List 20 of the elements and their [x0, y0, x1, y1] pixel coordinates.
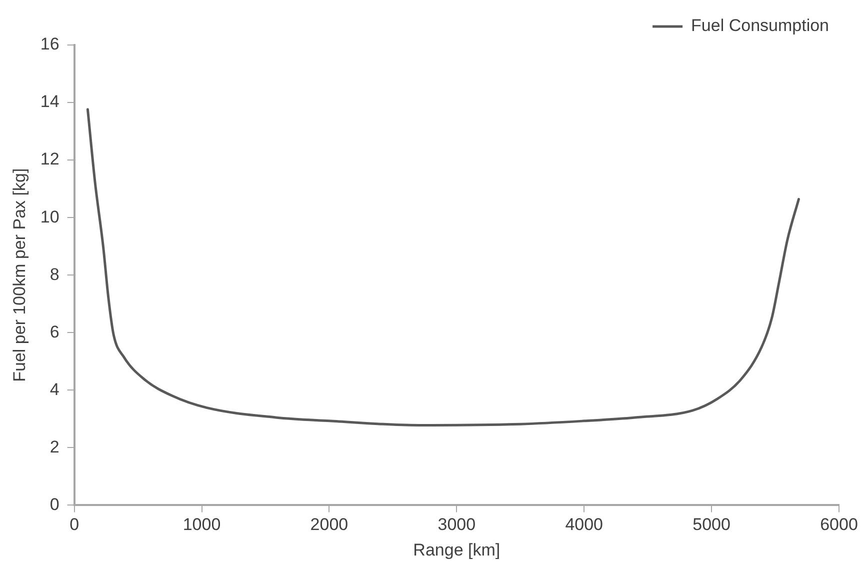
x-tick-label: 3000 [438, 515, 476, 534]
y-tick-label: 2 [50, 437, 60, 456]
y-tick-label: 8 [50, 264, 60, 284]
x-axis-title: Range [km] [413, 540, 500, 560]
x-tick-label: 0 [70, 515, 80, 534]
legend-label: Fuel Consumption [691, 16, 830, 36]
y-tick-label: 14 [40, 92, 60, 112]
x-tick-label: 4000 [565, 515, 604, 534]
x-tick-label: 1000 [182, 515, 221, 534]
y-tick-label: 16 [40, 34, 60, 54]
x-tick-label: 5000 [692, 515, 730, 534]
y-tick-label: 12 [40, 150, 60, 169]
line-series [86, 108, 800, 426]
y-tick-label: 0 [50, 494, 60, 514]
y-tick-label: 4 [50, 380, 60, 399]
y-axis-title: Fuel per 100km per Pax [kg] [10, 168, 29, 382]
y-tick-label: 6 [50, 322, 60, 342]
y-tick-label: 10 [40, 207, 60, 226]
x-tick-label: 2000 [310, 515, 348, 534]
x-tick-label: 6000 [820, 515, 858, 534]
